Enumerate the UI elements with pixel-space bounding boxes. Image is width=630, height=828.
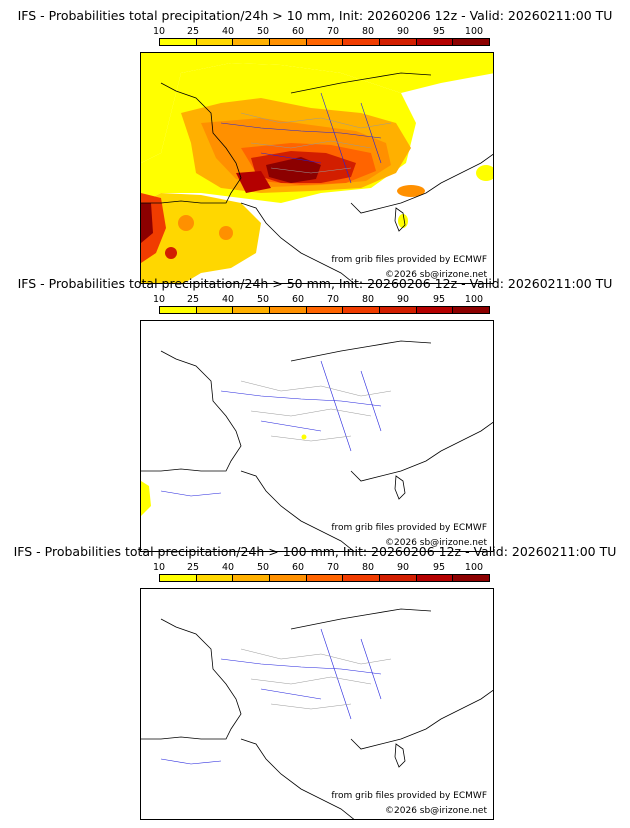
credit-source: from grib files provided by ECMWF — [331, 523, 487, 533]
legend-label: 40 — [221, 562, 235, 573]
legend-swatch — [453, 39, 490, 45]
legend-label: 100 — [464, 562, 484, 573]
borders — [240, 112, 392, 174]
legend-label: 95 — [432, 26, 446, 37]
legend-label: 25 — [186, 562, 200, 573]
legend-swatch — [416, 307, 454, 313]
legend-label: 25 — [186, 294, 200, 305]
legend-label: 80 — [361, 562, 375, 573]
legend-swatch — [196, 575, 234, 581]
legend-labels: 10 25 40 50 60 70 80 90 95 100 — [152, 26, 490, 37]
borders — [240, 648, 392, 710]
legend-label: 90 — [396, 562, 410, 573]
legend-label: 80 — [361, 26, 375, 37]
rivers — [160, 628, 382, 765]
legend-swatch — [380, 307, 417, 313]
legend-label: 60 — [291, 294, 305, 305]
legend-label: 60 — [291, 562, 305, 573]
legend-label: 25 — [186, 26, 200, 37]
legend-swatch — [380, 39, 417, 45]
legend-label: 100 — [464, 26, 484, 37]
probability-legend: 10 25 40 50 60 70 80 90 95 100 — [152, 562, 490, 583]
legend-swatch — [343, 307, 381, 313]
legend-swatch — [343, 39, 381, 45]
legend-label: 10 — [152, 26, 166, 37]
legend-swatch — [306, 575, 344, 581]
legend-label: 50 — [256, 26, 270, 37]
legend-swatch — [196, 307, 234, 313]
credit-copyright: ©2026 sb@irizone.net — [385, 270, 487, 280]
legend-color-bar — [159, 306, 490, 314]
legend-label: 70 — [326, 562, 340, 573]
legend-swatch — [306, 307, 344, 313]
credit-source: from grib files provided by ECMWF — [331, 255, 487, 265]
map-svg — [141, 340, 493, 551]
legend-swatch — [196, 39, 234, 45]
coastlines — [141, 608, 493, 819]
legend-label: 70 — [326, 294, 340, 305]
probability-map: from grib files provided by ECMWF ©2026 … — [140, 320, 494, 552]
legend-swatch — [160, 575, 197, 581]
panel-100mm: IFS - Probabilities total precipitation/… — [0, 544, 630, 820]
legend-swatch — [233, 575, 271, 581]
legend-label: 95 — [432, 562, 446, 573]
legend-swatch — [270, 307, 307, 313]
legend-swatch — [270, 575, 307, 581]
legend-swatch — [233, 307, 271, 313]
legend-color-bar — [159, 574, 490, 582]
legend-labels: 10 25 40 50 60 70 80 90 95 100 — [152, 562, 490, 573]
coastlines — [141, 340, 493, 551]
coastlines — [141, 72, 493, 283]
legend-label: 90 — [396, 294, 410, 305]
legend-label: 80 — [361, 294, 375, 305]
rivers — [220, 92, 382, 184]
legend-swatch — [416, 575, 454, 581]
legend-color-bar — [159, 38, 490, 46]
legend-label: 40 — [221, 294, 235, 305]
legend-swatch — [160, 39, 197, 45]
panel-title: IFS - Probabilities total precipitation/… — [13, 544, 617, 559]
legend-swatch — [453, 307, 490, 313]
rivers — [160, 360, 382, 497]
legend-swatch — [233, 39, 271, 45]
legend-swatch — [453, 575, 490, 581]
map-svg — [141, 608, 493, 819]
panel-title: IFS - Probabilities total precipitation/… — [17, 276, 613, 291]
map-svg — [141, 53, 493, 283]
credit-source: from grib files provided by ECMWF — [331, 791, 487, 801]
probability-map: from grib files provided by ECMWF ©2026 … — [140, 52, 494, 284]
legend-label: 10 — [152, 294, 166, 305]
panel-title: IFS - Probabilities total precipitation/… — [17, 8, 613, 23]
legend-label: 60 — [291, 26, 305, 37]
panel-10mm: IFS - Probabilities total precipitation/… — [0, 8, 630, 284]
legend-label: 100 — [464, 294, 484, 305]
precip-shading — [141, 434, 307, 516]
precip-shading — [141, 53, 493, 283]
legend-label: 50 — [256, 562, 270, 573]
probability-map: from grib files provided by ECMWF ©2026 … — [140, 588, 494, 820]
borders — [240, 380, 392, 442]
panel-50mm: IFS - Probabilities total precipitation/… — [0, 276, 630, 552]
legend-label: 90 — [396, 26, 410, 37]
legend-label: 50 — [256, 294, 270, 305]
legend-swatch — [160, 307, 197, 313]
credit-copyright: ©2026 sb@irizone.net — [385, 538, 487, 548]
legend-swatch — [306, 39, 344, 45]
legend-label: 70 — [326, 26, 340, 37]
legend-label: 10 — [152, 562, 166, 573]
legend-swatch — [416, 39, 454, 45]
legend-label: 40 — [221, 26, 235, 37]
legend-swatch — [270, 39, 307, 45]
probability-legend: 10 25 40 50 60 70 80 90 95 100 — [152, 294, 490, 315]
legend-swatch — [380, 575, 417, 581]
legend-labels: 10 25 40 50 60 70 80 90 95 100 — [152, 294, 490, 305]
legend-label: 95 — [432, 294, 446, 305]
probability-legend: 10 25 40 50 60 70 80 90 95 100 — [152, 26, 490, 47]
credit-copyright: ©2026 sb@irizone.net — [385, 806, 487, 816]
legend-swatch — [343, 575, 381, 581]
